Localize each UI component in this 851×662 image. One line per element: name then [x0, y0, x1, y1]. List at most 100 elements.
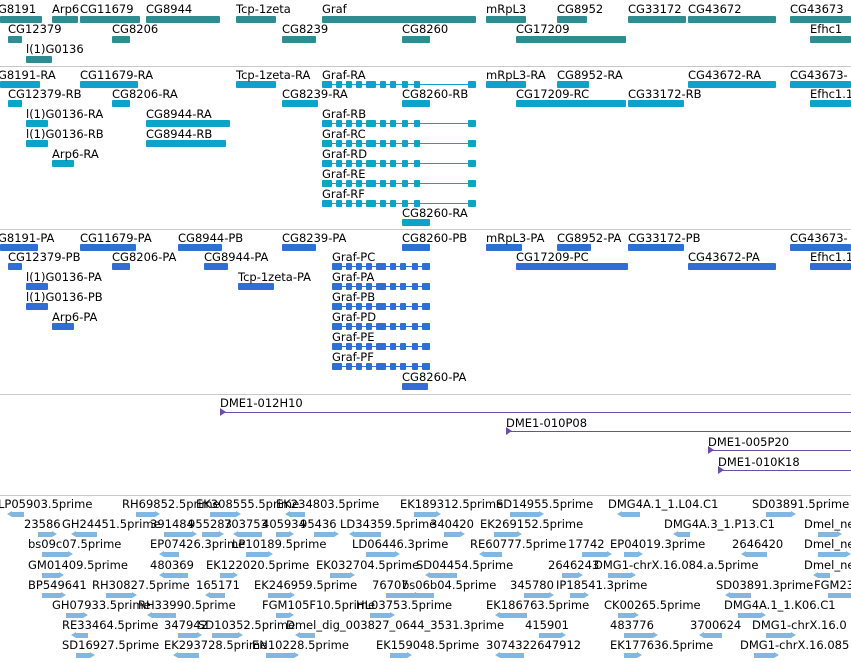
- feature-glyph[interactable]: [146, 120, 230, 127]
- exon-block[interactable]: [322, 120, 332, 127]
- est-glyph[interactable]: [754, 652, 779, 659]
- feature-glyph[interactable]: [810, 263, 851, 270]
- est-glyph[interactable]: [268, 591, 295, 598]
- feature-glyph[interactable]: [402, 219, 430, 226]
- est-glyph[interactable]: [617, 511, 640, 517]
- est-glyph[interactable]: [106, 591, 137, 598]
- est-glyph[interactable]: [71, 531, 97, 538]
- exon-block[interactable]: [422, 283, 430, 290]
- est-glyph[interactable]: [738, 612, 766, 618]
- exon-block[interactable]: [336, 81, 342, 88]
- exon-block[interactable]: [366, 323, 372, 330]
- est-glyph[interactable]: [330, 571, 355, 578]
- feature-glyph[interactable]: [688, 16, 776, 23]
- est-glyph[interactable]: [246, 551, 273, 558]
- est-glyph[interactable]: [38, 531, 57, 538]
- exon-block[interactable]: [402, 180, 408, 187]
- exon-block[interactable]: [414, 200, 420, 207]
- exon-block[interactable]: [346, 343, 352, 350]
- exon-block[interactable]: [400, 283, 406, 290]
- exon-block[interactable]: [402, 120, 408, 127]
- est-glyph[interactable]: [495, 652, 524, 659]
- feature-glyph[interactable]: [178, 244, 222, 251]
- exon-block[interactable]: [390, 200, 396, 207]
- est-glyph[interactable]: [42, 551, 73, 558]
- est-glyph[interactable]: [366, 551, 400, 558]
- exon-block[interactable]: [390, 180, 396, 187]
- feature-glyph[interactable]: [688, 81, 776, 88]
- exon-block[interactable]: [376, 323, 386, 330]
- exon-block[interactable]: [468, 140, 476, 147]
- est-glyph[interactable]: [276, 612, 294, 618]
- feature-glyph[interactable]: [486, 244, 522, 251]
- est-glyph[interactable]: [813, 571, 830, 578]
- exon-block[interactable]: [468, 120, 476, 127]
- exon-block[interactable]: [346, 200, 352, 207]
- exon-block[interactable]: [366, 343, 372, 350]
- est-glyph[interactable]: [212, 632, 243, 639]
- est-glyph[interactable]: [524, 591, 554, 598]
- est-glyph[interactable]: [178, 632, 202, 639]
- exon-block[interactable]: [346, 180, 352, 187]
- clone-line[interactable]: [718, 470, 851, 471]
- exon-block[interactable]: [422, 303, 430, 310]
- exon-block[interactable]: [376, 363, 386, 370]
- feature-glyph[interactable]: [402, 383, 428, 390]
- est-glyph[interactable]: [66, 612, 88, 618]
- exon-block[interactable]: [366, 180, 376, 187]
- est-glyph[interactable]: [510, 511, 544, 517]
- feature-glyph[interactable]: [112, 263, 130, 270]
- est-glyph[interactable]: [136, 511, 160, 517]
- exon-block[interactable]: [356, 140, 362, 147]
- exon-block[interactable]: [356, 160, 362, 167]
- exon-block[interactable]: [414, 140, 420, 147]
- exon-block[interactable]: [414, 160, 420, 167]
- exon-block[interactable]: [402, 200, 408, 207]
- exon-block[interactable]: [366, 263, 372, 270]
- exon-block[interactable]: [322, 81, 332, 88]
- est-glyph[interactable]: [42, 571, 64, 578]
- exon-block[interactable]: [400, 343, 406, 350]
- exon-block[interactable]: [356, 343, 362, 350]
- est-glyph[interactable]: [444, 531, 465, 538]
- exon-block[interactable]: [402, 140, 408, 147]
- feature-glyph[interactable]: [486, 16, 526, 23]
- est-glyph[interactable]: [725, 591, 751, 598]
- exon-block[interactable]: [336, 180, 342, 187]
- est-glyph[interactable]: [741, 551, 767, 558]
- exon-block[interactable]: [336, 160, 342, 167]
- feature-glyph[interactable]: [628, 100, 684, 107]
- feature-glyph[interactable]: [0, 81, 40, 88]
- est-glyph[interactable]: [285, 511, 305, 517]
- feature-glyph[interactable]: [810, 100, 851, 107]
- est-glyph[interactable]: [828, 592, 851, 598]
- exon-block[interactable]: [390, 263, 396, 270]
- exon-block[interactable]: [332, 263, 342, 270]
- est-glyph[interactable]: [766, 511, 796, 517]
- exon-block[interactable]: [346, 120, 352, 127]
- exon-block[interactable]: [346, 363, 352, 370]
- exon-block[interactable]: [322, 140, 332, 147]
- feature-glyph[interactable]: [282, 244, 316, 251]
- feature-glyph[interactable]: [26, 120, 48, 127]
- feature-glyph[interactable]: [790, 81, 851, 88]
- est-glyph[interactable]: [699, 632, 722, 639]
- exon-block[interactable]: [332, 283, 342, 290]
- exon-block[interactable]: [356, 323, 362, 330]
- exon-block[interactable]: [390, 343, 396, 350]
- feature-glyph[interactable]: [557, 81, 589, 88]
- feature-glyph[interactable]: [282, 36, 316, 43]
- exon-block[interactable]: [380, 180, 386, 187]
- est-glyph[interactable]: [173, 652, 199, 659]
- exon-block[interactable]: [468, 160, 476, 167]
- exon-block[interactable]: [468, 180, 476, 187]
- est-glyph[interactable]: [220, 571, 238, 578]
- est-glyph[interactable]: [624, 632, 658, 639]
- exon-block[interactable]: [356, 283, 362, 290]
- est-glyph[interactable]: [495, 612, 527, 618]
- exon-block[interactable]: [336, 120, 342, 127]
- est-glyph[interactable]: [582, 551, 612, 558]
- est-glyph[interactable]: [210, 511, 241, 517]
- exon-block[interactable]: [366, 140, 376, 147]
- exon-block[interactable]: [390, 283, 396, 290]
